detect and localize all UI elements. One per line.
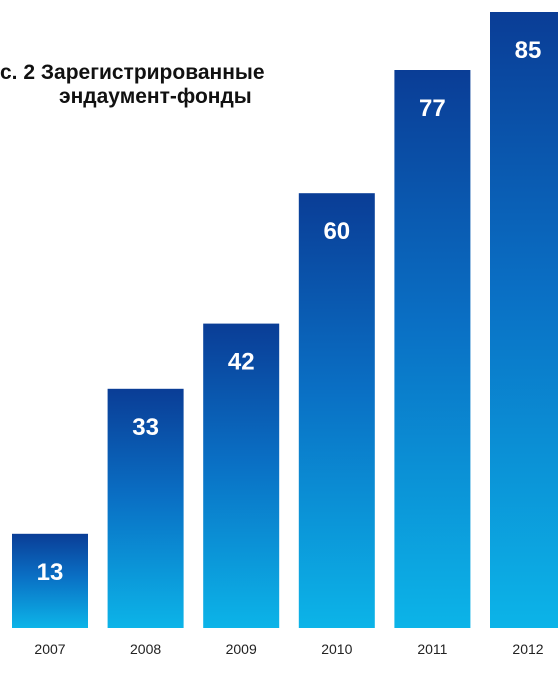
- value-label-2007: 13: [37, 559, 64, 586]
- bar-2007: [12, 533, 88, 628]
- x-tick-2010: 2010: [321, 641, 352, 657]
- x-axis-ticks: 2007 2008 2009 2010 2011 2012: [34, 641, 543, 657]
- chart-subtitle: эндаумент-фонды: [59, 85, 252, 108]
- bar-2009: [203, 323, 280, 628]
- x-tick-2008: 2008: [130, 641, 161, 657]
- bar-2010: [298, 193, 375, 628]
- x-tick-2012: 2012: [512, 641, 543, 657]
- x-tick-2011: 2011: [417, 641, 447, 657]
- value-label-2009: 42: [228, 349, 255, 376]
- bars-layer: [12, 12, 558, 628]
- x-tick-2009: 2009: [226, 641, 257, 657]
- value-label-2012: 85: [515, 37, 542, 64]
- x-tick-2007: 2007: [34, 641, 65, 657]
- chart-title: с. 2 Зарегистрированные: [0, 61, 265, 84]
- bar-2008: [107, 388, 184, 628]
- value-label-2011: 77: [419, 95, 446, 122]
- value-label-2008: 33: [132, 414, 159, 441]
- value-label-2010: 60: [323, 218, 350, 245]
- bar-2012: [490, 12, 558, 628]
- value-labels-layer: 13 33 42 60 77 85: [37, 37, 542, 586]
- bar-2011: [394, 70, 471, 628]
